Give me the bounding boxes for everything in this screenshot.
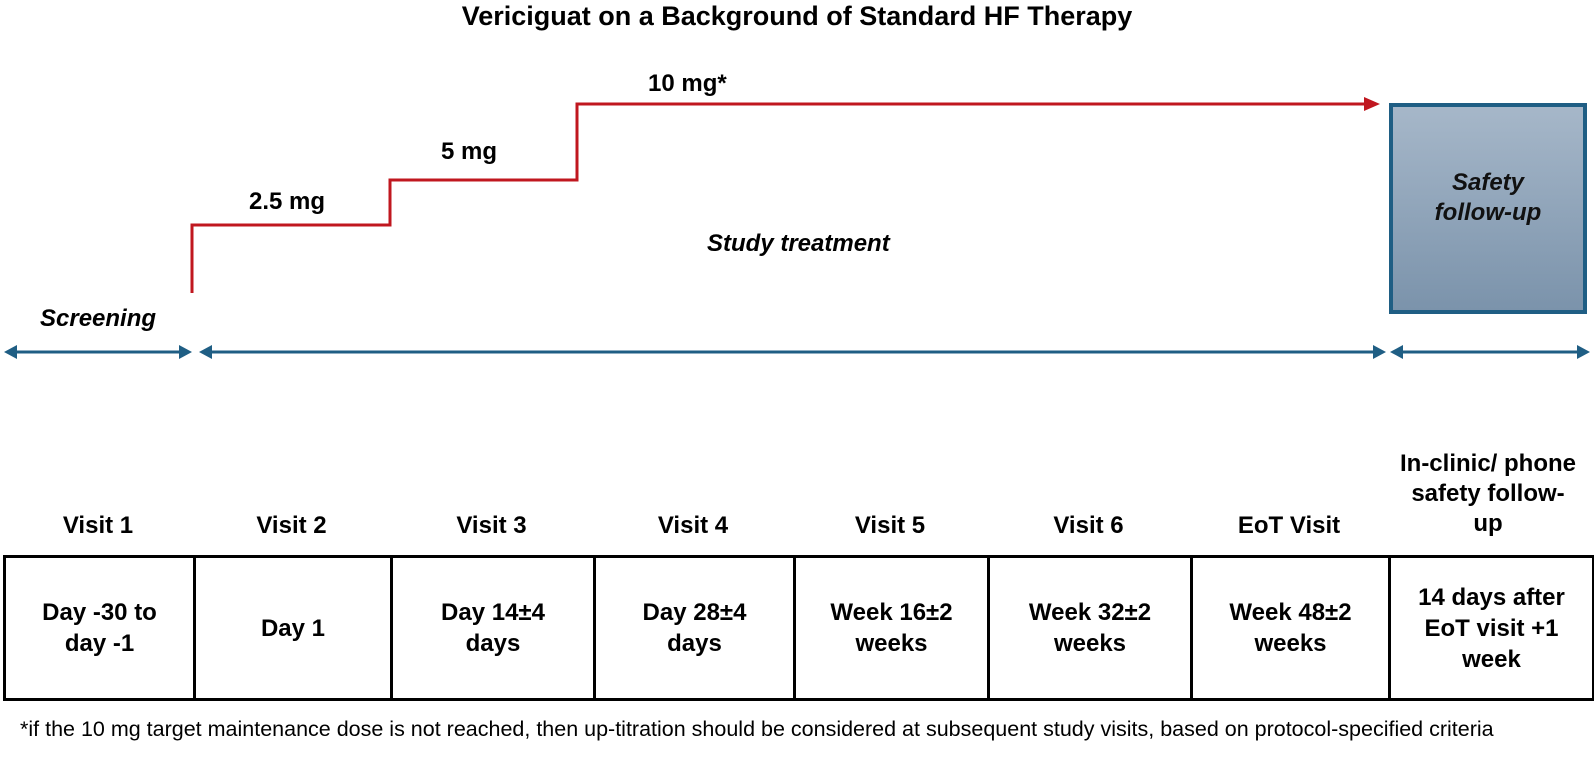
dose-label-5mg: 5 mg: [441, 138, 498, 165]
visit-timing-2: Day 1: [193, 555, 393, 701]
safety-follow-up-box: Safety follow-up: [1389, 103, 1587, 314]
safety-follow-up-arrow: [1390, 345, 1590, 359]
visit-header-6: Visit 6: [1053, 512, 1124, 539]
visit-header-eot: EoT Visit: [1237, 512, 1341, 539]
visit-timing-4: Day 28±4 days: [593, 555, 796, 701]
visit-header-2: Visit 2: [256, 512, 327, 539]
visit-header-4: Visit 4: [657, 512, 729, 539]
visit-timing-eot: Week 48±2 weeks: [1190, 555, 1391, 701]
table-row: Day -30 to day -1 Day 1 Day 14±4 days Da…: [3, 555, 1594, 701]
diagram-title: Vericiguat on a Background of Standard H…: [461, 1, 1133, 31]
screening-label: Screening: [40, 305, 157, 332]
dose-arrowhead: [1364, 97, 1380, 111]
visit-timing-safety: 14 days after EoT visit +1 week: [1388, 555, 1594, 701]
visit-header-safety: In-clinic/ phone safety follow-up: [1399, 450, 1576, 537]
footnote: *if the 10 mg target maintenance dose is…: [20, 717, 1494, 741]
visit-timing-6: Week 32±2 weeks: [987, 555, 1193, 701]
visit-timing-1: Day -30 to day -1: [3, 555, 196, 701]
visit-header-5: Visit 5: [854, 512, 926, 539]
safety-follow-up-label: Safety follow-up: [1434, 168, 1542, 226]
visit-header-1: Visit 1: [62, 512, 134, 539]
visit-header-3: Visit 3: [456, 512, 527, 539]
dose-label-10mg: 10 mg*: [648, 70, 727, 97]
screening-arrow: [4, 345, 192, 359]
visit-schedule-table: Day -30 to day -1 Day 1 Day 14±4 days Da…: [3, 555, 1594, 701]
dose-label-2-5mg: 2.5 mg: [249, 188, 326, 215]
dose-titration-line: [190, 102, 1372, 293]
study-treatment-arrow: [199, 345, 1386, 359]
study-treatment-label: Study treatment: [707, 230, 890, 257]
visit-timing-3: Day 14±4 days: [390, 555, 596, 701]
visit-timing-5: Week 16±2 weeks: [793, 555, 990, 701]
